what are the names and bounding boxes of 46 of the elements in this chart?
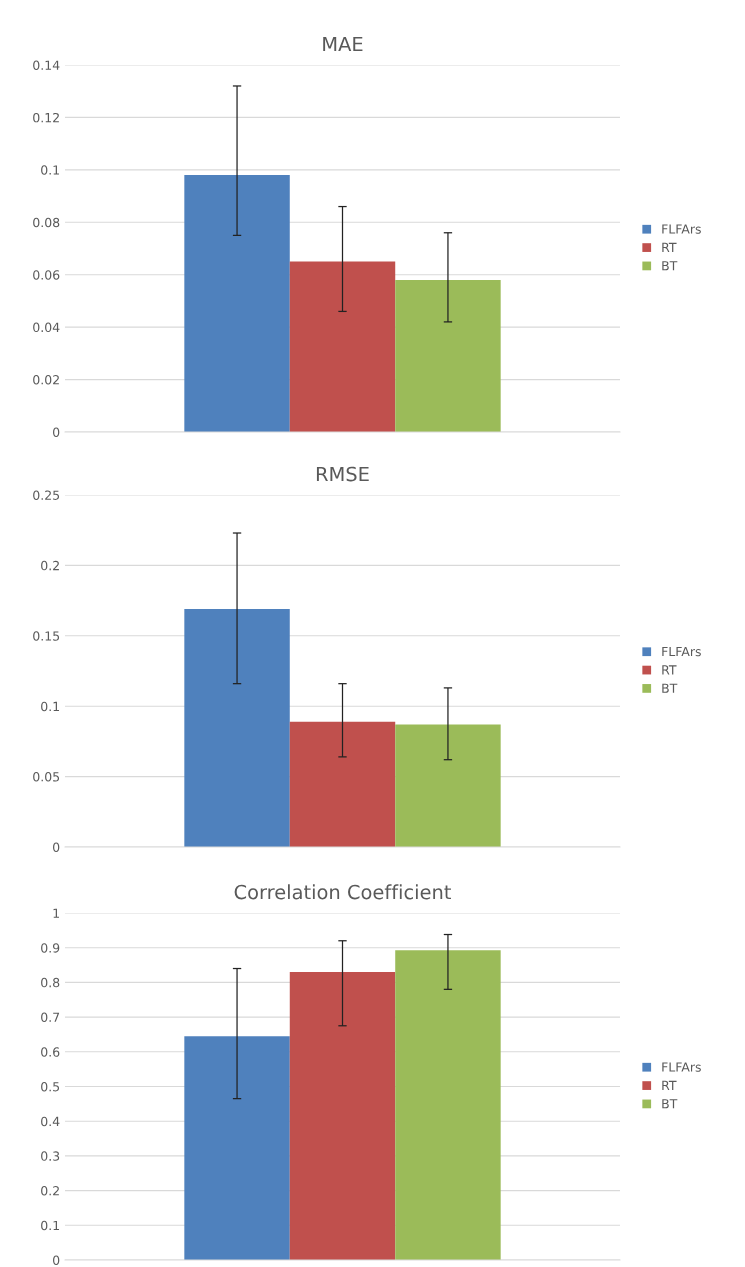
- bar: [184, 609, 290, 847]
- chart-title: RMSE: [316, 466, 369, 482]
- y-tick-label: 0.05: [33, 772, 60, 782]
- y-tick-label: 0.2: [41, 1186, 59, 1196]
- y-tick-label: 0.1: [41, 701, 59, 712]
- y-tick-label: 1: [53, 908, 59, 918]
- legend-label: BT: [662, 1099, 678, 1109]
- y-tick-label: 0.02: [33, 375, 59, 385]
- y-tick-label: 0.7: [41, 1012, 60, 1023]
- legend-label: RT: [662, 242, 677, 252]
- y-tick-label: 0.04: [33, 322, 60, 333]
- y-tick-label: 0.1: [41, 165, 59, 175]
- legend-label: RT: [662, 665, 677, 675]
- bar: [289, 261, 396, 432]
- bar: [395, 279, 501, 432]
- y-tick-label: 0.1: [41, 1220, 59, 1231]
- y-tick-label: 0: [53, 1255, 60, 1265]
- bar: [184, 175, 290, 432]
- chart-title: MAE: [323, 36, 363, 52]
- y-tick-label: 0.15: [33, 631, 60, 641]
- bar: [289, 971, 396, 1260]
- y-tick-label: 0.08: [33, 217, 60, 228]
- y-tick-label: 0: [53, 427, 60, 437]
- bar: [289, 721, 396, 847]
- legend-label: FLFArs: [662, 646, 701, 657]
- y-tick-label: 0.6: [41, 1047, 60, 1057]
- legend-label: BT: [662, 683, 678, 693]
- y-tick-label: 0.14: [33, 60, 60, 70]
- bar: [395, 724, 501, 847]
- legend-label: FLFArs: [662, 1062, 701, 1072]
- y-tick-label: 0.8: [41, 977, 60, 988]
- y-tick-label: 0.5: [41, 1081, 60, 1092]
- y-tick-label: 0.9: [41, 943, 60, 953]
- y-tick-label: 0: [53, 842, 60, 852]
- bar: [395, 950, 501, 1260]
- bar: [184, 1036, 290, 1260]
- y-tick-label: 0.2: [41, 560, 59, 571]
- chart-title: Correlation Coefficient: [234, 884, 451, 900]
- y-tick-label: 0.06: [33, 270, 60, 280]
- legend-label: FLFArs: [662, 224, 701, 234]
- y-tick-label: 0.3: [41, 1151, 60, 1161]
- y-tick-label: 0.12: [33, 112, 59, 123]
- y-tick-label: 0.4: [41, 1116, 60, 1127]
- y-tick-label: 0.25: [33, 490, 60, 500]
- legend-label: RT: [662, 1080, 677, 1090]
- legend-label: BT: [662, 261, 678, 271]
